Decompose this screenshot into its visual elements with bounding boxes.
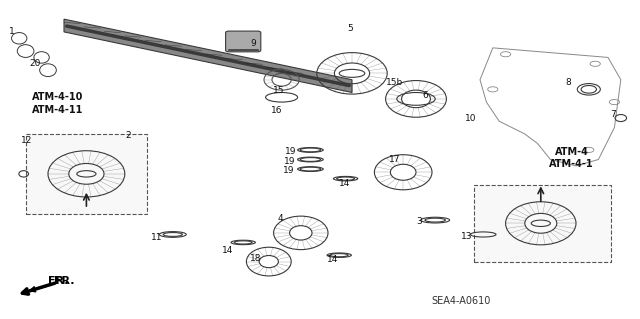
Text: 13: 13: [461, 232, 473, 241]
Text: 10: 10: [465, 114, 476, 122]
Text: 19: 19: [285, 147, 297, 156]
Text: 18: 18: [250, 254, 262, 263]
Text: 15b: 15b: [387, 78, 403, 87]
Text: ATM-4-1: ATM-4-1: [549, 159, 594, 169]
Text: 1: 1: [9, 27, 14, 36]
Text: 16: 16: [271, 106, 282, 115]
Text: 15: 15: [273, 86, 284, 95]
Text: ATM-4-10: ATM-4-10: [32, 92, 83, 102]
Text: 9: 9: [250, 39, 255, 48]
Text: 11: 11: [151, 233, 163, 242]
Text: 5: 5: [348, 24, 353, 33]
FancyBboxPatch shape: [226, 31, 261, 52]
Text: SEA4-A0610: SEA4-A0610: [431, 296, 490, 307]
Text: 19: 19: [283, 167, 294, 175]
Text: 19: 19: [284, 157, 296, 166]
Text: ATM-4: ATM-4: [555, 146, 588, 157]
Text: 14: 14: [339, 179, 350, 188]
Text: 2: 2: [125, 131, 131, 140]
Text: 7: 7: [611, 110, 616, 119]
Text: ATM-4-11: ATM-4-11: [32, 105, 83, 115]
Text: 3: 3: [417, 217, 422, 226]
Text: 6: 6: [423, 91, 428, 100]
Text: 12: 12: [21, 136, 33, 145]
Text: FR.: FR.: [48, 276, 68, 286]
Text: 4: 4: [278, 214, 283, 223]
Text: 14: 14: [327, 256, 339, 264]
Text: 14: 14: [221, 246, 233, 255]
FancyBboxPatch shape: [474, 185, 611, 262]
Text: FR.: FR.: [31, 276, 75, 292]
FancyBboxPatch shape: [26, 134, 147, 214]
Text: 20: 20: [29, 59, 41, 68]
Text: 17: 17: [389, 155, 401, 164]
Text: 8: 8: [566, 78, 571, 87]
Polygon shape: [64, 19, 352, 93]
